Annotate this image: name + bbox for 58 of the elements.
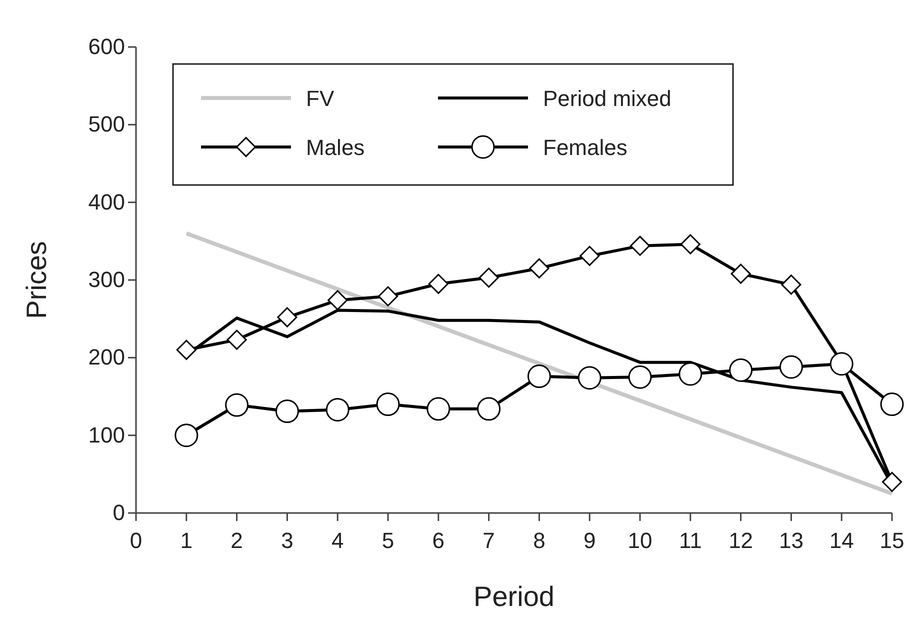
legend-label: FV: [306, 86, 334, 111]
x-tick-label: 3: [281, 528, 294, 554]
x-tick-label: 8: [533, 528, 546, 554]
point: [630, 236, 650, 256]
point: [378, 286, 398, 306]
legend-label: Females: [543, 135, 628, 160]
point: [729, 358, 753, 382]
point: [781, 274, 802, 295]
point: [326, 398, 350, 422]
point: [628, 365, 652, 389]
point: [426, 397, 450, 421]
x-tick-label: 11: [678, 528, 702, 554]
point: [174, 424, 198, 448]
x-axis-title: Period: [474, 581, 554, 612]
x-tick-label: 10: [628, 528, 652, 554]
point: [428, 274, 448, 294]
y-tick-label: 400: [88, 189, 125, 214]
x-tick-label: 13: [778, 528, 804, 554]
point: [225, 393, 249, 417]
x-tick-label: 14: [829, 528, 854, 554]
x-tick-label: 7: [482, 528, 495, 554]
y-tick-label: 100: [88, 422, 125, 448]
y-tick-label: 200: [88, 344, 125, 370]
point: [578, 366, 602, 390]
point: [275, 400, 299, 423]
point: [830, 352, 854, 376]
point: [328, 290, 348, 310]
point: [226, 330, 247, 350]
y-tick-label: 500: [88, 112, 125, 137]
y-tick-label: 0: [112, 500, 125, 526]
legend-label: Period mixed: [543, 86, 672, 111]
legend-label: Males: [306, 135, 365, 160]
point: [680, 234, 700, 254]
x-tick-label: 6: [432, 528, 445, 554]
x-tick-label: 5: [382, 528, 394, 554]
x-tick-label: 9: [583, 528, 596, 554]
point: [477, 397, 501, 421]
point: [277, 307, 298, 328]
x-tick-label: 15: [880, 528, 904, 554]
x-tick-label: 12: [728, 528, 754, 554]
point: [478, 268, 499, 288]
x-tick-label: 4: [331, 528, 344, 554]
x-tick-label: 1: [180, 528, 193, 554]
point: [529, 258, 550, 278]
point: [678, 362, 702, 386]
y-axis-title: Prices: [21, 241, 52, 319]
point: [376, 392, 400, 416]
point: [580, 246, 600, 266]
point: [527, 364, 551, 388]
point: [176, 340, 196, 360]
point: [880, 392, 904, 416]
x-tick-label: 0: [130, 528, 142, 554]
x-tick-label: 2: [230, 528, 243, 554]
point: [779, 355, 803, 379]
point: [882, 472, 902, 492]
point: [730, 264, 751, 284]
y-tick-label: 600: [88, 34, 125, 60]
y-tick-label: 300: [88, 267, 125, 292]
